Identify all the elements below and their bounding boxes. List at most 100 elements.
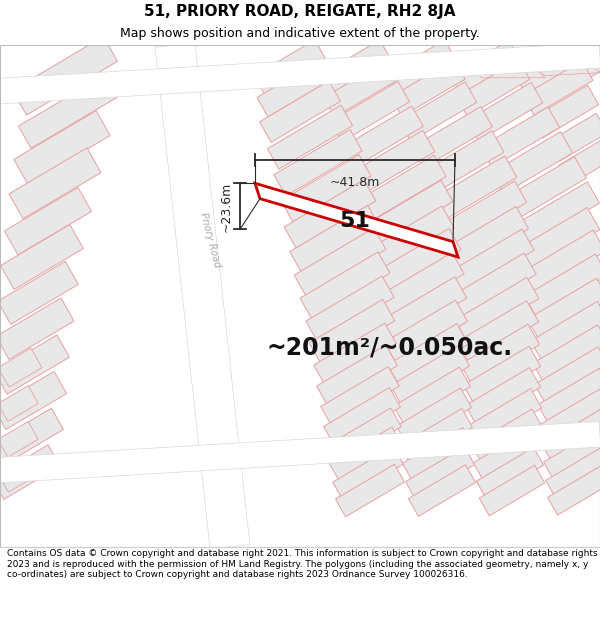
- Polygon shape: [546, 448, 600, 498]
- Polygon shape: [533, 325, 600, 384]
- Polygon shape: [385, 300, 467, 363]
- Polygon shape: [446, 229, 534, 296]
- Polygon shape: [284, 180, 376, 248]
- Polygon shape: [0, 298, 74, 359]
- Polygon shape: [0, 261, 78, 324]
- Polygon shape: [532, 85, 599, 138]
- Polygon shape: [388, 324, 469, 385]
- Polygon shape: [309, 299, 395, 364]
- Text: ~201m²/~0.050ac.: ~201m²/~0.050ac.: [267, 335, 513, 359]
- Polygon shape: [527, 278, 600, 341]
- Polygon shape: [19, 75, 118, 148]
- Polygon shape: [523, 61, 593, 115]
- Polygon shape: [463, 346, 541, 406]
- Polygon shape: [0, 421, 38, 457]
- Polygon shape: [394, 367, 470, 426]
- Polygon shape: [450, 41, 520, 95]
- Polygon shape: [473, 428, 542, 481]
- Polygon shape: [515, 182, 599, 246]
- Polygon shape: [155, 42, 250, 549]
- Polygon shape: [371, 229, 461, 296]
- Polygon shape: [472, 409, 542, 464]
- Polygon shape: [268, 105, 353, 169]
- Polygon shape: [400, 409, 472, 464]
- Polygon shape: [403, 428, 473, 482]
- Polygon shape: [290, 206, 380, 274]
- Polygon shape: [516, 208, 600, 272]
- Polygon shape: [400, 82, 476, 141]
- Polygon shape: [391, 346, 470, 406]
- Polygon shape: [0, 458, 37, 492]
- Polygon shape: [466, 368, 541, 425]
- Polygon shape: [314, 323, 396, 386]
- Polygon shape: [254, 40, 326, 95]
- Polygon shape: [363, 180, 453, 248]
- Polygon shape: [524, 254, 600, 318]
- Polygon shape: [439, 181, 527, 247]
- Polygon shape: [323, 388, 400, 446]
- Polygon shape: [521, 230, 600, 294]
- Polygon shape: [0, 371, 67, 429]
- Text: 51, PRIORY ROAD, REIGATE, RH2 8JA: 51, PRIORY ROAD, REIGATE, RH2 8JA: [144, 4, 456, 19]
- Polygon shape: [515, 41, 585, 95]
- Polygon shape: [4, 188, 92, 255]
- Polygon shape: [281, 155, 371, 222]
- Polygon shape: [255, 183, 458, 257]
- Polygon shape: [559, 141, 600, 185]
- Polygon shape: [539, 389, 600, 444]
- Text: Contains OS data © Crown copyright and database right 2021. This information is : Contains OS data © Crown copyright and d…: [7, 549, 598, 579]
- Polygon shape: [548, 466, 600, 515]
- Polygon shape: [257, 59, 333, 117]
- Polygon shape: [0, 445, 60, 499]
- Polygon shape: [535, 347, 600, 405]
- Polygon shape: [381, 277, 467, 342]
- Text: ~23.6m: ~23.6m: [220, 182, 233, 232]
- Polygon shape: [0, 386, 38, 421]
- Polygon shape: [14, 111, 110, 184]
- Polygon shape: [442, 206, 529, 272]
- Polygon shape: [469, 389, 542, 445]
- Polygon shape: [460, 324, 539, 384]
- Polygon shape: [491, 132, 572, 194]
- Polygon shape: [391, 59, 465, 116]
- Polygon shape: [548, 113, 600, 161]
- Polygon shape: [530, 301, 600, 362]
- Polygon shape: [317, 345, 397, 406]
- Polygon shape: [457, 60, 530, 116]
- Text: 51: 51: [340, 211, 370, 231]
- Polygon shape: [341, 106, 423, 168]
- Polygon shape: [0, 348, 42, 387]
- Polygon shape: [329, 427, 403, 483]
- Polygon shape: [0, 42, 600, 104]
- Polygon shape: [335, 464, 404, 517]
- Text: ~41.8m: ~41.8m: [330, 176, 380, 189]
- Polygon shape: [412, 106, 493, 168]
- Polygon shape: [420, 131, 504, 194]
- Polygon shape: [294, 228, 386, 296]
- Polygon shape: [13, 36, 118, 115]
- Polygon shape: [455, 278, 539, 341]
- Polygon shape: [384, 40, 456, 95]
- Polygon shape: [358, 155, 446, 222]
- Polygon shape: [260, 81, 340, 142]
- Polygon shape: [0, 408, 64, 464]
- Polygon shape: [481, 107, 560, 168]
- Polygon shape: [562, 48, 600, 88]
- Polygon shape: [457, 301, 539, 363]
- Polygon shape: [332, 446, 403, 500]
- Polygon shape: [321, 367, 399, 426]
- Polygon shape: [300, 252, 390, 319]
- Polygon shape: [306, 276, 394, 342]
- Polygon shape: [1, 224, 83, 289]
- Polygon shape: [397, 388, 472, 446]
- Polygon shape: [9, 148, 101, 219]
- Polygon shape: [319, 40, 391, 95]
- Polygon shape: [542, 410, 600, 462]
- Polygon shape: [365, 206, 454, 273]
- Text: Priory Road: Priory Road: [198, 211, 222, 268]
- Polygon shape: [476, 448, 544, 499]
- Polygon shape: [406, 447, 475, 499]
- Polygon shape: [409, 465, 476, 516]
- Text: Map shows position and indicative extent of the property.: Map shows position and indicative extent…: [120, 28, 480, 40]
- Polygon shape: [431, 156, 517, 221]
